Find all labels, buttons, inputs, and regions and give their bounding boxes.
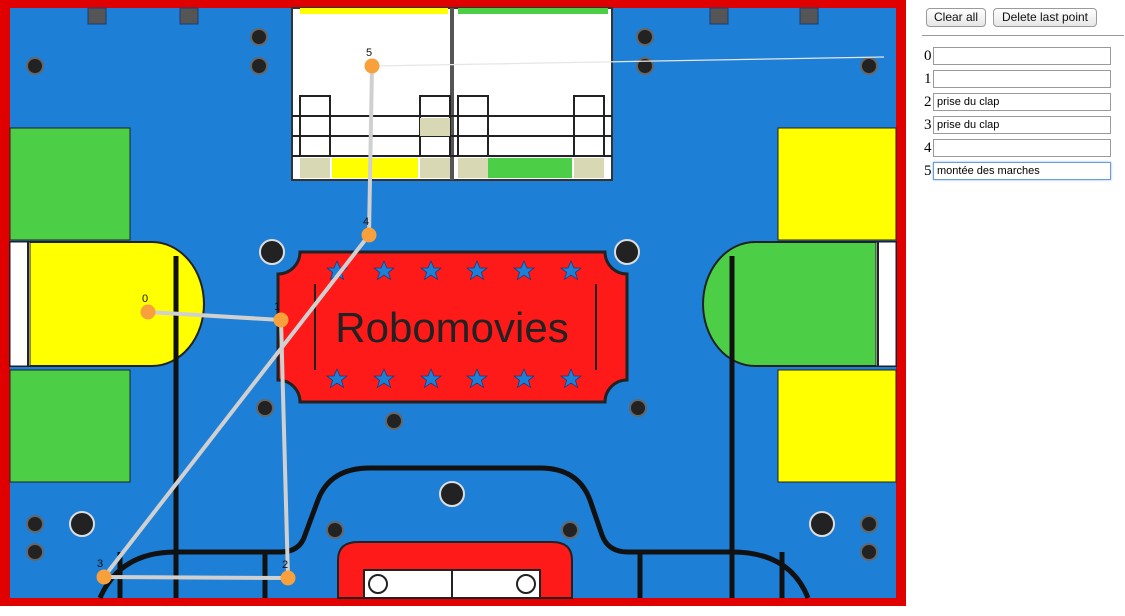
point-row: 3 [922, 116, 1122, 136]
separator [922, 35, 1124, 36]
left-start-zone [9, 241, 205, 367]
point-index: 3 [924, 117, 932, 133]
path-segment [102, 233, 371, 579]
point-row: 1 [922, 70, 1122, 90]
point-index: 0 [924, 48, 932, 64]
waypoint-5[interactable] [364, 58, 380, 74]
stairs-yellow-strip [300, 8, 448, 14]
point-label-input[interactable] [933, 139, 1111, 157]
point-label-input[interactable] [933, 116, 1111, 134]
path-segment [146, 310, 283, 322]
waypoint-label: 5 [366, 47, 372, 59]
clear-all-button[interactable]: Clear all [926, 8, 986, 27]
path-segment [102, 575, 290, 580]
point-index: 1 [924, 71, 932, 87]
point-5-direction-line [371, 56, 885, 67]
waypoint-1[interactable] [273, 312, 289, 328]
right-yellow-zone-bottom [777, 369, 897, 483]
side-panel: Clear all Delete last point 0 1 2 3 4 5 [920, 0, 1125, 616]
waypoint-label: 3 [97, 558, 103, 570]
point-row: 0 [922, 47, 1122, 67]
left-start-door [9, 241, 31, 367]
field-bolts [26, 7, 878, 561]
game-board[interactable]: Robomovies 0 1 2 3 4 5 [0, 0, 906, 606]
waypoint-0[interactable] [140, 304, 156, 320]
bottom-track-line [176, 465, 732, 555]
waypoint-label: 4 [363, 216, 369, 228]
stairs-yellow-step [332, 158, 418, 178]
point-row: 2 [922, 93, 1122, 113]
right-start-zone [702, 241, 897, 367]
waypoint-4[interactable] [361, 227, 377, 243]
robomovies-banner [276, 250, 629, 404]
point-row: 4 [922, 139, 1122, 159]
point-label-input[interactable] [933, 47, 1111, 65]
banner-stars [325, 259, 583, 389]
point-index: 5 [924, 163, 932, 179]
stairs-green-step [488, 158, 572, 178]
waypoint-2[interactable] [280, 570, 296, 586]
point-label-input[interactable] [933, 162, 1111, 180]
waypoint-label: 1 [274, 301, 280, 313]
point-label-input[interactable] [933, 70, 1111, 88]
stairs-green-strip [458, 8, 608, 14]
waypoint-label: 2 [282, 559, 288, 571]
waypoints: 0 1 2 3 4 5 [96, 47, 380, 586]
waypoint-3[interactable] [96, 569, 112, 585]
right-yellow-zone-top [777, 127, 897, 241]
left-green-zone-top [9, 127, 131, 241]
point-label-input[interactable] [933, 93, 1111, 111]
path-segment [279, 318, 290, 580]
banner-title: Robomovies [335, 304, 568, 351]
delete-last-point-button[interactable]: Delete last point [993, 8, 1097, 27]
right-start-door [875, 241, 897, 367]
left-green-zone-bottom [9, 369, 131, 483]
waypoint-label: 0 [142, 293, 148, 305]
point-row: 5 [922, 162, 1122, 182]
trajectory-path [102, 64, 374, 580]
point-index: 4 [924, 140, 932, 156]
path-segment [367, 64, 374, 237]
point-index: 2 [924, 94, 932, 110]
